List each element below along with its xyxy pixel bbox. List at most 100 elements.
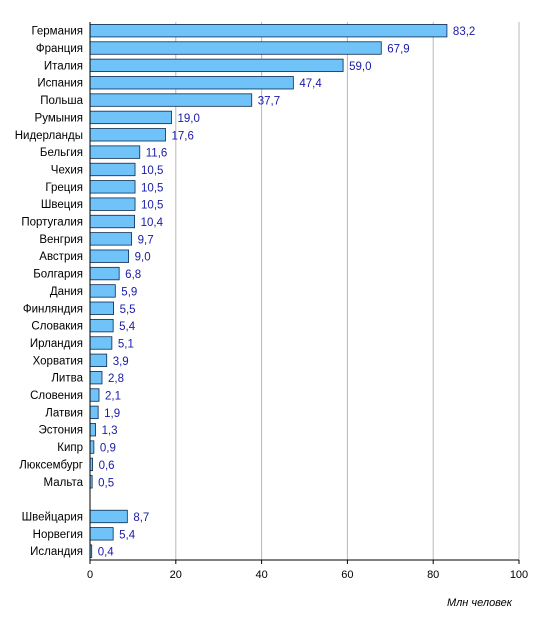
value-labels: 83,2 67,9 59,0 47,4 37,7 19,0 17,6 11,6 10,5 10,5… bbox=[98, 26, 476, 559]
bar bbox=[89, 301, 114, 315]
data-label: 5,4 bbox=[119, 529, 136, 541]
category-label: Латвия bbox=[45, 407, 83, 419]
data-label: 0,4 bbox=[98, 547, 115, 559]
category-label: Португалия bbox=[21, 217, 83, 229]
category-label: Мальта bbox=[44, 477, 84, 489]
bar bbox=[89, 405, 99, 420]
bar bbox=[89, 197, 136, 211]
x-axis-label: Млн человек bbox=[447, 597, 513, 609]
data-label: 0,6 bbox=[99, 460, 115, 472]
data-label: 5,4 bbox=[119, 321, 136, 333]
category-label: Венгрия bbox=[39, 234, 83, 246]
bar bbox=[89, 284, 116, 298]
category-label: Литва bbox=[51, 373, 83, 385]
category-label: Италия bbox=[44, 60, 83, 72]
category-label: Франция bbox=[36, 43, 83, 55]
category-label: Эстония bbox=[38, 425, 83, 437]
bar bbox=[89, 93, 253, 107]
category-label: Болгария bbox=[33, 269, 83, 281]
bar bbox=[89, 110, 172, 125]
data-label: 8,7 bbox=[133, 512, 149, 524]
data-label: 5,5 bbox=[120, 304, 136, 316]
data-label: 59,0 bbox=[349, 61, 371, 73]
bar bbox=[89, 440, 95, 454]
data-label: 10,4 bbox=[141, 217, 164, 229]
data-label: 9,7 bbox=[138, 234, 154, 246]
data-label: 5,1 bbox=[118, 338, 134, 350]
data-label: 0,5 bbox=[98, 477, 114, 489]
category-label: Кипр bbox=[57, 442, 83, 454]
x-tick-label: 40 bbox=[255, 569, 267, 581]
category-label: Швеция bbox=[41, 199, 83, 211]
bar bbox=[89, 266, 120, 281]
grid-lines bbox=[175, 22, 520, 560]
bar bbox=[89, 58, 344, 73]
bar bbox=[89, 388, 100, 402]
bar bbox=[89, 180, 136, 194]
data-label: 11,6 bbox=[146, 148, 168, 160]
bar bbox=[89, 162, 136, 177]
x-tick-label: 0 bbox=[87, 569, 93, 581]
category-label: Финляндия bbox=[23, 303, 83, 315]
data-label: 83,2 bbox=[453, 26, 475, 38]
bar bbox=[89, 145, 141, 159]
bar bbox=[89, 24, 448, 38]
category-label: Ирландия bbox=[30, 338, 83, 350]
category-label: Словения bbox=[30, 390, 83, 402]
bar bbox=[89, 249, 130, 263]
bar bbox=[89, 214, 136, 229]
bar bbox=[89, 371, 103, 385]
bar bbox=[89, 423, 96, 437]
category-label: Германия bbox=[31, 26, 83, 38]
data-label: 2,8 bbox=[108, 373, 124, 385]
x-tick-label: 20 bbox=[170, 569, 182, 581]
category-label: Польша bbox=[40, 95, 83, 107]
category-label: Норвегия bbox=[33, 529, 83, 541]
category-label: Испания bbox=[37, 78, 83, 90]
data-label: 1,9 bbox=[104, 408, 120, 420]
category-label: Исландия bbox=[30, 546, 83, 558]
category-label: Нидерланды bbox=[15, 130, 83, 142]
category-label: Греция bbox=[45, 182, 83, 194]
data-label: 67,9 bbox=[387, 44, 409, 56]
bar bbox=[89, 527, 114, 541]
data-label: 3,9 bbox=[113, 356, 129, 368]
data-label: 10,5 bbox=[141, 165, 163, 177]
data-label: 2,1 bbox=[105, 391, 121, 403]
bar bbox=[89, 509, 128, 524]
x-tick-label: 100 bbox=[510, 569, 528, 581]
bar bbox=[89, 76, 294, 90]
data-label: 1,3 bbox=[102, 425, 118, 437]
x-tick-label: 60 bbox=[341, 569, 353, 581]
data-label: 5,9 bbox=[121, 286, 137, 298]
axes: 0 20 40 60 80 100 bbox=[87, 22, 528, 581]
data-label: 10,5 bbox=[141, 200, 163, 212]
bars bbox=[89, 24, 448, 558]
x-tick-label: 80 bbox=[427, 569, 439, 581]
category-label: Люксембург bbox=[19, 459, 83, 471]
bar bbox=[89, 336, 113, 350]
bar bbox=[89, 318, 114, 333]
data-label: 17,6 bbox=[172, 130, 194, 142]
data-label: 10,5 bbox=[141, 182, 163, 194]
category-label: Чехия bbox=[51, 164, 83, 176]
data-label: 9,0 bbox=[135, 252, 151, 264]
category-label: Австрия bbox=[39, 251, 83, 263]
data-label: 6,8 bbox=[125, 269, 141, 281]
bar bbox=[89, 232, 133, 246]
category-label: Дания bbox=[50, 286, 83, 298]
category-label: Бельгия bbox=[40, 147, 83, 159]
category-labels: Германия Франция Италия Испания Польша Румыни… bbox=[15, 26, 84, 558]
data-label: 19,0 bbox=[178, 113, 200, 125]
bar bbox=[89, 353, 108, 367]
category-label: Хорватия bbox=[33, 355, 83, 367]
category-label: Румыния bbox=[35, 112, 83, 124]
category-label: Словакия bbox=[31, 321, 83, 333]
bar bbox=[89, 41, 382, 55]
category-label: Швейцария bbox=[22, 511, 83, 523]
data-label: 47,4 bbox=[299, 78, 322, 90]
bar bbox=[89, 128, 166, 142]
data-label: 37,7 bbox=[258, 96, 280, 108]
data-label: 0,9 bbox=[100, 443, 116, 455]
